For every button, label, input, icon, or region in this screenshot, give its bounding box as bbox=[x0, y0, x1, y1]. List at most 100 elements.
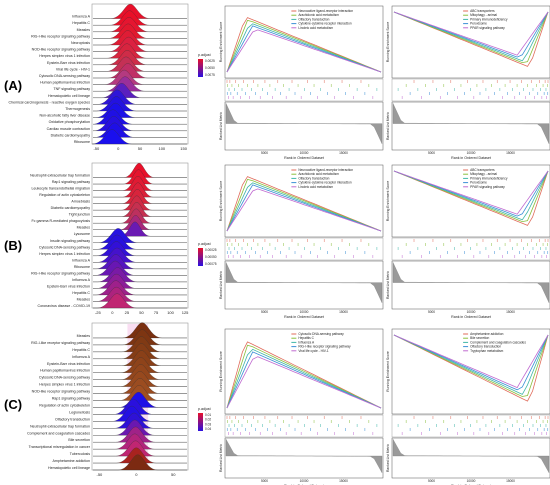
legend-label: Arachidonic acid metabolism bbox=[298, 13, 339, 17]
y-axis-label-2: Ranked List Metric bbox=[219, 271, 223, 299]
x-tick-label: 5000 bbox=[428, 151, 435, 155]
enrichment-curve bbox=[393, 170, 549, 215]
ridge-pathway-label: Chemical carcinogenesis - reactive oxyge… bbox=[9, 100, 91, 104]
ridge-pathway-label: RIG-I-like receptor signaling pathway bbox=[31, 341, 90, 345]
ridge-pathway-label: Oxidative phosphorylation bbox=[49, 120, 90, 124]
legend-tick-label: 0.03 bbox=[205, 422, 211, 426]
legend-tick-label: 0.01 bbox=[205, 413, 211, 417]
x-tick-label: 15000 bbox=[506, 479, 515, 483]
ridge-density bbox=[93, 176, 187, 191]
ridge-pathway-label: Viral life cycle - HIV-1 bbox=[56, 67, 90, 71]
x-tick-label: 5000 bbox=[261, 479, 268, 483]
ranked-metric-panel bbox=[391, 101, 550, 151]
ridge-density bbox=[93, 69, 187, 85]
ridge-pathway-label: Hepatitis C bbox=[72, 348, 90, 352]
ridge-pathway-label: Olfactory transduction bbox=[55, 417, 90, 421]
ridge-pathway-label: Leukocyte transendothelial migration bbox=[31, 187, 90, 191]
legend-label: PPAR signaling pathway bbox=[470, 26, 505, 30]
x-tick-label: 5000 bbox=[261, 151, 268, 155]
ranked-metric-area bbox=[225, 103, 383, 144]
ridge-tick-label: 100 bbox=[158, 146, 165, 151]
ridge-pathway-label: Ribosome bbox=[74, 265, 90, 269]
ridge-pathway-label: NOD-like receptor signaling pathway bbox=[32, 48, 91, 52]
legend-label: Peroxisome bbox=[470, 181, 487, 185]
ridge-pathway-label: Bile secretion bbox=[68, 438, 90, 442]
ranked-metric-area bbox=[225, 262, 383, 303]
ridge-density bbox=[93, 433, 187, 450]
y-axis-label: Running Enrichment Score bbox=[219, 22, 223, 63]
ridge-pathway-label: Measles bbox=[77, 297, 91, 301]
ranked-metric-area bbox=[392, 438, 550, 474]
ridge-density bbox=[93, 202, 187, 217]
gene-hit-panel bbox=[391, 78, 550, 102]
ridge-pathway-label: Cytosolic DNA-sensing pathway bbox=[39, 245, 90, 249]
ridge-pathway-label: Cytosolic DNA-sensing pathway bbox=[39, 376, 90, 380]
ridge-pathway-label: TNF signaling pathway bbox=[53, 87, 90, 91]
ridge-tick-label: 50 bbox=[171, 472, 176, 477]
legend-title: p.adjust bbox=[198, 53, 211, 57]
ridge-pathway-label: Diabetic cardiomyopathy bbox=[51, 133, 91, 137]
x-axis-label: Rank in Ordered Dataset bbox=[284, 156, 324, 160]
x-tick-label: 10000 bbox=[300, 310, 309, 314]
ridge-tick-label: 0 bbox=[135, 472, 138, 477]
ridge-pathway-label: Measles bbox=[77, 28, 91, 32]
x-axis-label: Rank in Ordered Dataset bbox=[284, 315, 324, 319]
ridge-tick-label: 0 bbox=[117, 146, 120, 151]
ridge-plot-a: Influenza A Hepatitis C Measles RIG-I-like … bbox=[9, 3, 550, 160]
ridge-pathway-label: Non-alcoholic fatty liver disease bbox=[39, 114, 90, 118]
ridge-pathway-label: Complement and coagulation cascades bbox=[27, 431, 90, 435]
legend-label: RIG-I-like receptor signaling pathway bbox=[298, 345, 351, 349]
legend-label: Cytokine-cytokine receptor interaction bbox=[298, 181, 352, 185]
ridge-pathway-label: Herpes simplex virus 1 infection bbox=[39, 252, 90, 256]
x-axis-label: Rank in Ordered Dataset bbox=[451, 156, 491, 160]
ridge-pathway-label: Hematopoietic cell lineage bbox=[48, 94, 90, 98]
ridge-pathway-label: RIG-I-like receptor signaling pathway bbox=[31, 271, 90, 275]
ridge-tick-label: 150 bbox=[180, 146, 187, 151]
ridge-tick-label: 100 bbox=[167, 310, 174, 315]
ridge-pathway-label: Amoebiasis bbox=[71, 200, 90, 204]
legend-tick-label: 0.0050 bbox=[205, 66, 215, 70]
ridge-density bbox=[93, 419, 187, 436]
y-axis-label-2: Ranked List Metric bbox=[386, 271, 390, 299]
x-axis-label: Rank in Ordered Dataset bbox=[451, 315, 491, 319]
ridge-tick-label: 125 bbox=[182, 310, 189, 315]
x-tick-label: 15000 bbox=[339, 310, 348, 314]
ridge-pathway-label: Herpes simplex virus 1 infection bbox=[39, 54, 90, 58]
ridge-pathway-label: Transcriptional misregulation in cancer bbox=[29, 445, 91, 449]
x-tick-label: 10000 bbox=[467, 151, 476, 155]
ridge-density bbox=[93, 36, 187, 52]
legend-tick-label: 0.00025 bbox=[205, 248, 217, 252]
legend-label: Influenza A bbox=[298, 340, 315, 344]
gsea-plot-a-1: Running Enrichment Score Neuroactive liga… bbox=[219, 5, 384, 160]
ridge-pathway-label: Measles bbox=[77, 226, 91, 230]
legend-label: PPAR signaling pathway bbox=[470, 185, 505, 189]
ridge-tick-label: 25 bbox=[125, 310, 130, 315]
ridge-pathway-label: Amphetamine addiction bbox=[52, 459, 90, 463]
y-axis-label-2: Ranked List Metric bbox=[219, 444, 223, 472]
panel-label-b: (B) bbox=[4, 238, 23, 253]
legend-colorbar bbox=[198, 59, 203, 77]
ridge-pathway-label: Human papillomavirus infection bbox=[40, 369, 90, 373]
legend-label: Arachidonic acid metabolism bbox=[298, 172, 339, 176]
ridge-tick-label: 0 bbox=[111, 310, 114, 315]
gsea-plot-b-1: Running Enrichment Score Neuroactive liga… bbox=[219, 164, 384, 319]
enrichment-curve bbox=[226, 351, 382, 409]
legend-colorbar bbox=[198, 413, 203, 431]
ridge-pathway-label: Herpes simplex virus 1 infection bbox=[39, 383, 90, 387]
legend-tick-label: 0.00075 bbox=[205, 262, 217, 266]
legend-label: Olfactory transduction bbox=[298, 17, 329, 21]
gene-hit-panel bbox=[391, 414, 550, 438]
ridge-pathway-label: Regulation of actin cytoskeleton bbox=[39, 403, 90, 407]
ridge-density bbox=[93, 189, 187, 204]
ridge-pathway-label: Insulin signaling pathway bbox=[50, 239, 90, 243]
ridge-plot-b: Neutrophil extracellular trap formation R… bbox=[30, 162, 550, 319]
ridge-pathway-label: Fc gamma R-mediated phagocytosis bbox=[31, 219, 90, 223]
ridge-tick-label: -50 bbox=[93, 146, 100, 151]
enrichment-curve bbox=[226, 344, 382, 409]
ridge-pathway-label: Hepatitis C bbox=[72, 21, 90, 25]
ridge-pathway-label: Epstein-Barr virus infection bbox=[47, 61, 90, 65]
enrichment-curve bbox=[226, 19, 382, 73]
ridge-pathway-label: Lysosome bbox=[74, 232, 90, 236]
ridge-density bbox=[93, 30, 187, 46]
legend-colorbar bbox=[198, 248, 203, 266]
